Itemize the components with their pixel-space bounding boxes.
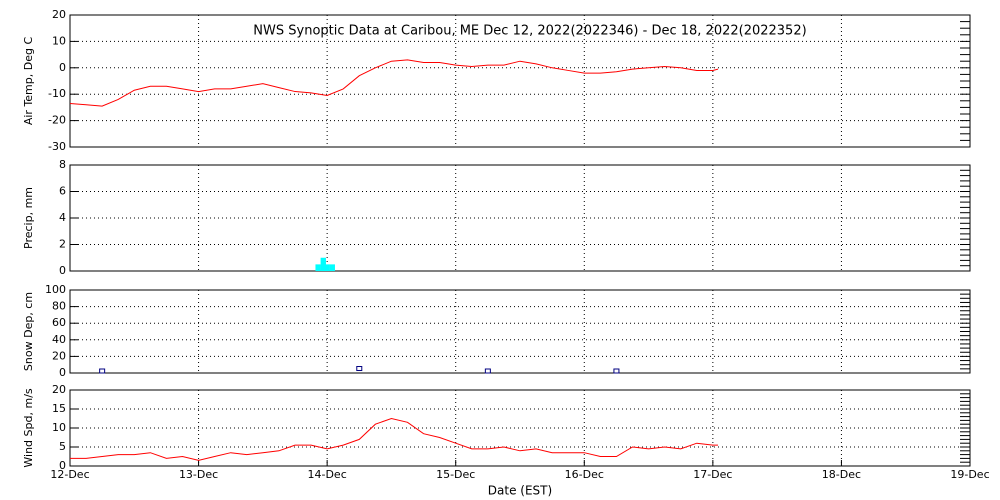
y-axis-label: Air Temp, Deg C bbox=[22, 37, 35, 126]
x-tick-label: 17-Dec bbox=[693, 468, 732, 481]
data-line bbox=[70, 417, 718, 461]
y-tick-label: 0 bbox=[59, 264, 66, 277]
y-axis-label: Precip, mm bbox=[22, 187, 35, 249]
x-tick-label: 14-Dec bbox=[308, 468, 347, 481]
point bbox=[356, 366, 363, 372]
x-tick-label: 16-Dec bbox=[565, 468, 604, 481]
y-tick-label: 6 bbox=[59, 185, 66, 198]
y-tick-label: 80 bbox=[52, 300, 66, 313]
point bbox=[99, 368, 106, 374]
y-tick-label: 4 bbox=[59, 211, 66, 224]
y-tick-label: 40 bbox=[52, 333, 66, 346]
y-tick-label: 0 bbox=[59, 366, 66, 379]
x-tick-label: 18-Dec bbox=[822, 468, 861, 481]
y-tick-label: 2 bbox=[59, 238, 66, 251]
x-tick-label: 13-Dec bbox=[179, 468, 218, 481]
y-tick-label: 10 bbox=[52, 421, 66, 434]
y-tick-label: 0 bbox=[59, 61, 66, 74]
x-tick-label: 19-Dec bbox=[950, 468, 989, 481]
y-tick-label: 20 bbox=[52, 8, 66, 21]
y-tick-label: -30 bbox=[48, 140, 66, 153]
y-axis-label: Snow Dep, cm bbox=[22, 292, 35, 371]
y-axis-label: Wind Spd, m/s bbox=[22, 388, 35, 468]
x-tick-label: 12-Dec bbox=[50, 468, 89, 481]
y-tick-label: -20 bbox=[48, 114, 66, 127]
y-tick-label: 0 bbox=[59, 459, 66, 472]
chart-title: NWS Synoptic Data at Caribou, ME Dec 12,… bbox=[253, 24, 806, 39]
bar bbox=[320, 257, 326, 271]
y-tick-label: 20 bbox=[52, 349, 66, 362]
y-tick-label: 20 bbox=[52, 383, 66, 396]
y-tick-label: -10 bbox=[48, 87, 66, 100]
data-line bbox=[69, 59, 719, 107]
y-tick-label: 5 bbox=[59, 440, 66, 453]
panel bbox=[69, 289, 971, 374]
bar bbox=[315, 264, 321, 271]
y-tick-label: 8 bbox=[59, 158, 66, 171]
y-tick-label: 100 bbox=[45, 283, 66, 296]
y-tick-label: 15 bbox=[52, 402, 66, 415]
point bbox=[613, 368, 620, 374]
x-tick-label: 15-Dec bbox=[436, 468, 475, 481]
x-axis-label: Date (EST) bbox=[488, 484, 552, 498]
bar bbox=[324, 264, 330, 271]
y-tick-label: 60 bbox=[52, 316, 66, 329]
bar bbox=[329, 264, 335, 271]
point bbox=[484, 368, 491, 374]
y-tick-label: 10 bbox=[52, 34, 66, 47]
